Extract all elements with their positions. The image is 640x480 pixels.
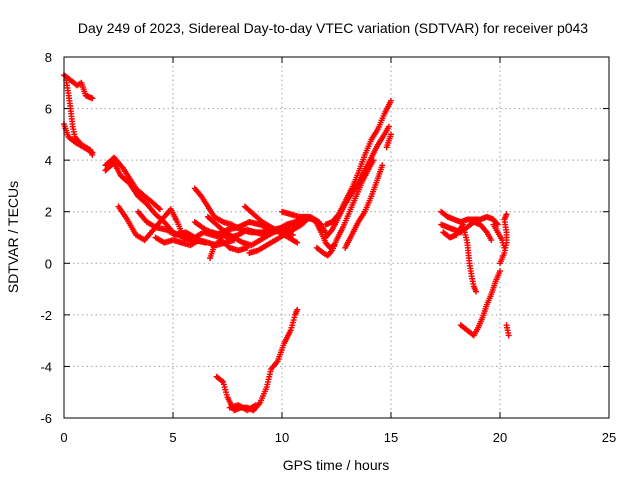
y-tick-label: 2: [45, 205, 52, 220]
data-point: [252, 402, 259, 409]
series-sdtvar: [61, 72, 512, 414]
y-tick-label: 4: [45, 153, 52, 168]
x-tick-label: 10: [275, 430, 289, 445]
data-points: [61, 72, 512, 414]
data-track: [279, 208, 338, 251]
data-point: [294, 306, 301, 313]
data-track: [213, 306, 301, 414]
y-tick-label: -6: [40, 411, 52, 426]
data-track: [61, 121, 96, 156]
data-point: [493, 220, 500, 227]
x-tick-labels: 0 5 10 15 20 25: [60, 430, 616, 445]
x-tick-label: 20: [493, 430, 507, 445]
y-tick-label: 6: [45, 102, 52, 117]
data-track: [241, 203, 301, 246]
data-point: [388, 97, 394, 104]
x-tick-label: 5: [169, 430, 176, 445]
data-track: [383, 131, 394, 151]
y-tick-label: -2: [40, 308, 52, 323]
x-axis-label: GPS time / hours: [283, 457, 390, 473]
y-tick-label: 8: [45, 50, 52, 65]
data-point: [244, 244, 251, 251]
x-tick-label: 15: [384, 430, 398, 445]
data-point: [156, 206, 163, 213]
y-axis-label: SDTVAR / TECUs: [5, 181, 21, 293]
data-point: [155, 205, 162, 212]
y-tick-labels: -6 -4 -2 0 2 4 6 8: [40, 50, 52, 426]
data-point: [473, 288, 480, 295]
x-tick-label: 25: [602, 430, 616, 445]
data-track: [102, 154, 163, 213]
data-track: [440, 221, 480, 295]
data-track: [438, 219, 495, 244]
data-track: [457, 268, 503, 339]
data-point: [497, 268, 503, 275]
y-tick-label: 0: [45, 256, 52, 271]
x-tick-label: 0: [60, 430, 67, 445]
data-point: [501, 244, 508, 251]
axis-ticks: [63, 56, 610, 419]
data-point: [385, 123, 392, 130]
y-tick-label: -4: [40, 359, 52, 374]
data-point: [505, 332, 512, 339]
plot-frame: [63, 56, 610, 419]
data-track: [322, 123, 392, 241]
data-point: [379, 162, 386, 169]
data-point: [328, 248, 335, 255]
data-track: [226, 402, 259, 414]
data-point: [89, 149, 96, 156]
data-track: [503, 322, 512, 339]
data-point: [503, 211, 510, 218]
data-point: [89, 95, 96, 102]
data-track: [490, 221, 508, 251]
chart-title: Day 249 of 2023, Sidereal Day-to-day VTE…: [78, 20, 588, 36]
data-track: [61, 72, 96, 102]
data-point: [294, 239, 301, 246]
data-track: [322, 97, 394, 228]
data-track: [207, 237, 251, 262]
data-point: [388, 131, 394, 138]
data-point: [488, 237, 495, 244]
data-track: [342, 162, 386, 251]
